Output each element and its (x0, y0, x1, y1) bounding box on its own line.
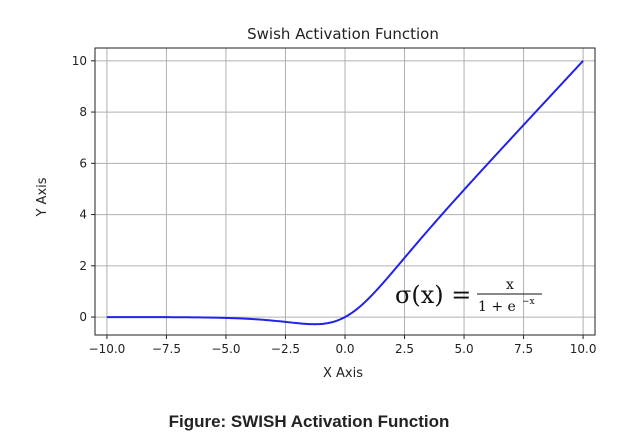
y-axis-label: Y Axis (35, 177, 50, 217)
formula-denominator: 1 + e (478, 299, 516, 315)
figure-caption: Figure: SWISH Activation Function (168, 412, 450, 431)
x-tick-label: −2.5 (271, 342, 300, 356)
x-tick-label: 5.0 (455, 342, 474, 356)
grid (95, 48, 595, 335)
x-axis-label: X Axis (323, 366, 363, 381)
y-tick-label: 10 (72, 54, 87, 68)
y-axis-ticks: 0 2 4 6 8 10 (72, 54, 95, 324)
y-tick-label: 2 (79, 259, 87, 273)
formula-lhs: σ(x) = (395, 281, 471, 309)
x-tick-label: 10.0 (570, 342, 597, 356)
x-axis-ticks: −10.0 −7.5 −5.0 −2.5 0.0 2.5 5.0 7.5 10.0 (89, 335, 597, 356)
formula-annotation: σ(x) = x 1 + e −x (395, 277, 542, 315)
swish-line (106, 60, 584, 326)
formula-numerator: x (506, 277, 514, 293)
y-tick-label: 6 (79, 156, 87, 170)
x-tick-label: −5.0 (211, 342, 240, 356)
formula-exponent: −x (522, 297, 535, 307)
x-tick-label: 7.5 (514, 342, 533, 356)
y-tick-label: 0 (79, 310, 87, 324)
y-tick-label: 4 (79, 208, 87, 222)
swish-chart: Swish Activation Function −10.0 −7.5 −5.0−… (35, 25, 597, 381)
y-tick-label: 8 (79, 105, 87, 119)
x-tick-label: 2.5 (395, 342, 414, 356)
x-tick-label: 0.0 (335, 342, 354, 356)
x-tick-label: −7.5 (152, 342, 181, 356)
x-tick-label: −10.0 (89, 342, 126, 356)
chart-title: Swish Activation Function (247, 25, 439, 43)
